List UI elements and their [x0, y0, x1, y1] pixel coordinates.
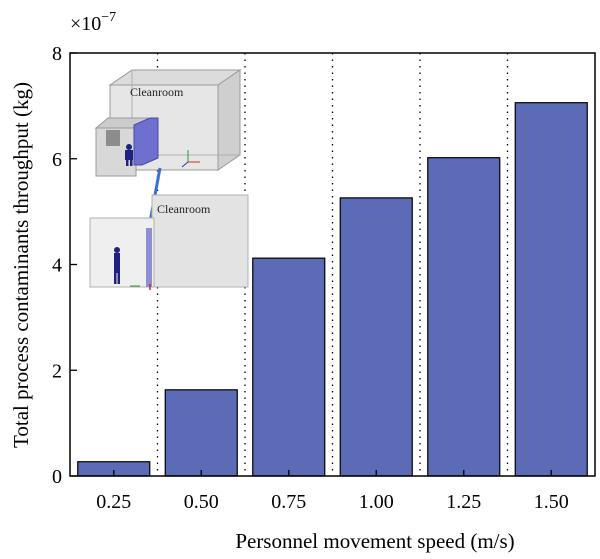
y-tick-label: 6 — [52, 149, 62, 171]
y-tick-label: 0 — [52, 466, 62, 488]
inset-label-top: Cleanroom — [130, 85, 184, 99]
cleanroom-inset-illustration: Cleanroom Cleanroom — [89, 69, 249, 290]
y-scale-base: ×10 — [70, 13, 101, 35]
category-separators — [156, 53, 509, 476]
x-tick-label: 0.50 — [184, 491, 219, 513]
bars — [77, 102, 588, 477]
y-tick-label: 8 — [52, 43, 62, 65]
x-tick-label: 1.00 — [359, 491, 394, 513]
bar-0.50 — [164, 389, 238, 477]
y-tick-label: 2 — [52, 360, 62, 382]
x-axis-label: Personnel movement speed (m/s) — [235, 529, 514, 553]
x-tick-label: 1.25 — [446, 491, 481, 513]
x-tick-label: 0.25 — [96, 491, 131, 513]
bar-1.50 — [514, 102, 588, 477]
y-scale-factor: ×10−7 — [70, 10, 116, 35]
x-axis-ticks: 0.25 0.50 0.75 1.00 1.25 1.50 — [96, 470, 569, 513]
x-tick-label: 0.75 — [271, 491, 306, 513]
bar-1.25 — [427, 157, 501, 477]
y-tick-label: 4 — [52, 255, 62, 277]
y-scale-exponent: −7 — [101, 10, 116, 25]
y-axis-label: Total process contaminants throughput (k… — [9, 82, 33, 448]
y-axis-ticks: 0 2 4 6 8 — [52, 43, 77, 488]
inset-label-bottom: Cleanroom — [157, 202, 211, 216]
inset-3d-room: Cleanroom — [94, 69, 242, 177]
bar-1.00 — [339, 197, 413, 477]
x-tick-label: 1.50 — [534, 491, 569, 513]
inset-2d-section: Cleanroom — [89, 194, 249, 290]
bar-0.75 — [252, 257, 326, 477]
